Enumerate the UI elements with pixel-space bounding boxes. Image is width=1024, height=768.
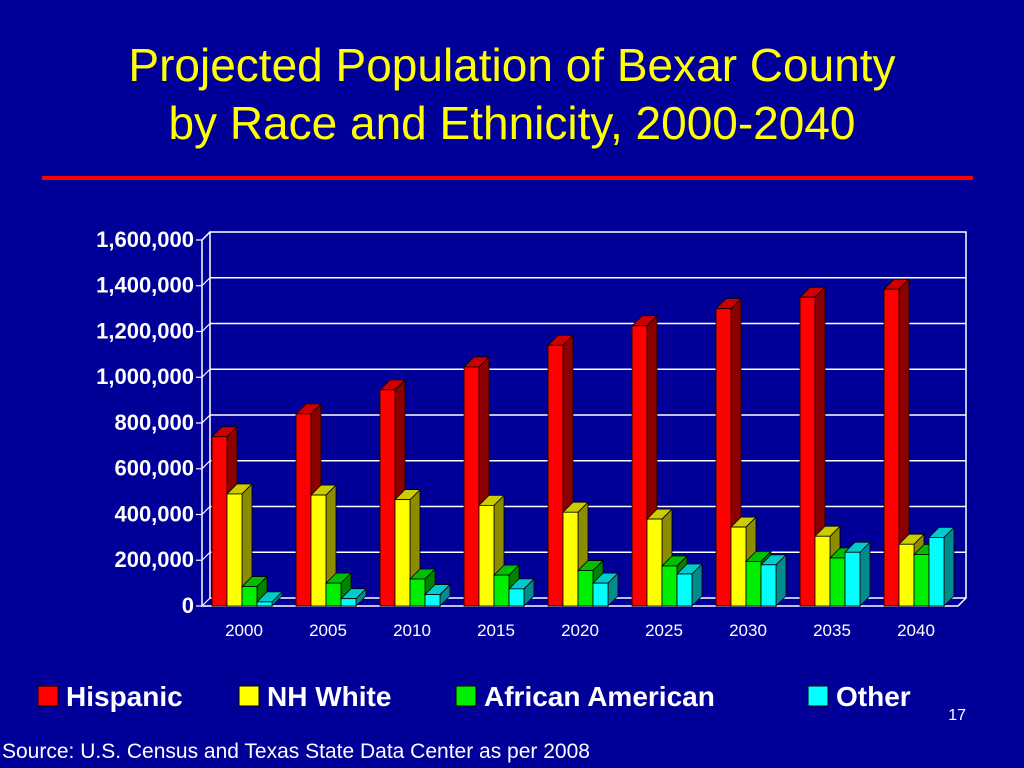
bar xyxy=(844,551,861,607)
bar xyxy=(295,413,312,607)
title-divider xyxy=(42,176,973,180)
source-note: Source: U.S. Census and Texas State Data… xyxy=(2,740,590,763)
gridline-depth xyxy=(201,597,211,607)
bar xyxy=(676,573,693,607)
bar xyxy=(631,325,648,607)
bar xyxy=(463,366,480,607)
y-tick-label: 200,000 xyxy=(114,547,194,572)
legend-label: NH White xyxy=(267,681,391,712)
gridline-depth xyxy=(201,368,211,378)
bar xyxy=(211,436,228,607)
bar xyxy=(745,560,762,607)
legend-label: Hispanic xyxy=(66,681,183,712)
gridline-depth xyxy=(201,460,211,470)
bar xyxy=(394,499,411,607)
legend-swatch xyxy=(807,685,829,707)
bar xyxy=(256,601,273,607)
bar xyxy=(379,389,396,607)
y-tick-label: 1,000,000 xyxy=(96,364,194,389)
y-tick-label: 400,000 xyxy=(114,501,194,526)
bar xyxy=(562,511,579,607)
bar xyxy=(913,554,930,607)
bar xyxy=(241,586,258,607)
x-tick-label: 2030 xyxy=(729,621,767,640)
bar xyxy=(646,518,663,607)
x-tick-label: 2040 xyxy=(897,621,935,640)
x-tick-label: 2020 xyxy=(561,621,599,640)
x-tick-label: 2005 xyxy=(309,621,347,640)
bar xyxy=(409,578,426,607)
y-tick-label: 800,000 xyxy=(114,410,194,435)
bar xyxy=(928,536,945,607)
y-tick-label: 1,400,000 xyxy=(96,273,194,298)
y-tick-label: 600,000 xyxy=(114,456,194,481)
y-tick-label: 0 xyxy=(182,593,194,618)
legend-label: Other xyxy=(836,681,911,712)
bar xyxy=(661,565,678,607)
bar xyxy=(898,543,915,607)
bar xyxy=(547,344,564,607)
bar xyxy=(883,288,900,607)
gridline-depth xyxy=(201,277,211,287)
bar xyxy=(592,582,609,607)
x-tick-label: 2000 xyxy=(225,621,263,640)
bar xyxy=(478,504,495,607)
gridline-depth xyxy=(201,506,211,515)
x-tick-label: 2025 xyxy=(645,621,683,640)
bar xyxy=(577,570,594,607)
gridline-depth xyxy=(201,414,211,424)
bar xyxy=(715,308,732,607)
bar xyxy=(730,526,747,607)
y-tick-label: 1,600,000 xyxy=(96,227,194,252)
bar-side xyxy=(859,541,871,607)
bar xyxy=(760,564,777,607)
bar xyxy=(424,594,441,607)
page-number: 17 xyxy=(948,707,966,724)
title-line-2: by Race and Ethnicity, 2000-2040 xyxy=(168,97,856,149)
bar xyxy=(799,296,816,607)
gridline-depth xyxy=(201,231,211,241)
y-tick-label: 1,200,000 xyxy=(96,318,194,343)
title-line-1: Projected Population of Bexar County xyxy=(128,39,896,91)
bar xyxy=(325,582,342,607)
bar xyxy=(226,493,243,607)
bar xyxy=(508,588,525,607)
bar xyxy=(493,574,510,607)
gridline-depth xyxy=(201,551,211,561)
legend-swatch xyxy=(455,685,477,707)
legend-label: African American xyxy=(484,681,715,712)
x-tick-label: 2010 xyxy=(393,621,431,640)
page-title: Projected Population of Bexar County by … xyxy=(0,36,1024,152)
bar xyxy=(829,557,846,607)
legend-swatch xyxy=(238,685,260,707)
bar xyxy=(340,598,357,607)
x-tick-label: 2015 xyxy=(477,621,515,640)
bar xyxy=(814,535,831,607)
bar xyxy=(310,494,327,607)
x-tick-label: 2035 xyxy=(813,621,851,640)
legend-swatch xyxy=(37,685,59,707)
gridline-depth xyxy=(201,323,211,332)
bar-side xyxy=(943,526,955,607)
